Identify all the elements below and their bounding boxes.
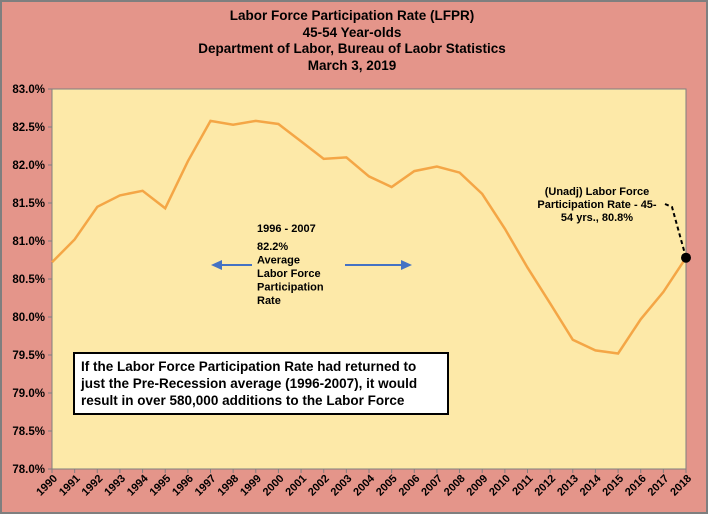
y-tick-label: 80.0% [12,312,45,324]
x-tick-label: 2015 [600,473,626,499]
x-axis: 1990199119921993199419951996199719981999… [34,469,694,498]
x-tick-label: 1998 [215,473,241,499]
y-tick-label: 78.0% [12,464,45,476]
average-label-line: Labor Force [257,268,321,280]
y-tick-label: 78.5% [12,426,45,438]
x-tick-label: 1995 [148,473,174,499]
note-box: If the Labor Force Participation Rate ha… [73,352,449,415]
x-tick-label: 2013 [555,473,581,499]
x-tick-label: 2004 [351,472,377,498]
x-tick-label: 1992 [80,473,106,499]
x-tick-label: 2018 [668,473,694,499]
y-tick-label: 81.0% [12,236,45,248]
x-tick-label: 2001 [283,473,309,499]
y-tick-label: 82.0% [12,160,45,172]
average-label-line: Average [257,255,300,267]
x-tick-label: 2011 [510,473,535,498]
endpoint-marker [681,252,691,263]
x-tick-label: 2017 [646,473,672,499]
x-tick-label: 2014 [578,472,604,498]
period-label: 1996 - 2007 [257,223,316,235]
right-arrow-head [401,260,412,270]
x-tick-label: 1990 [34,473,60,499]
endpoint-label-line: (Unadj) Labor Force [545,186,650,198]
x-tick-label: 2010 [487,473,513,499]
endpoint-label-line: Participation Rate - 45- [537,199,657,211]
x-tick-label: 2012 [532,473,558,499]
x-tick-label: 2002 [306,473,332,499]
endpoint-leader-line [664,203,687,258]
y-tick-label: 81.5% [12,198,45,210]
title-line-1: Labor Force Participation Rate (LFPR) [229,8,475,23]
y-tick-label: 82.5% [12,122,45,134]
x-tick-label: 2009 [465,473,491,499]
y-tick-label: 83.0% [12,84,45,96]
x-tick-label: 1991 [57,473,83,499]
x-tick-label: 2008 [442,473,468,499]
y-tick-label: 80.5% [12,274,45,286]
average-label-line: Participation [257,282,324,294]
y-axis: 78.0% 78.5% 79.0% 79.5% 80.0% 80.5% 81.0% 81.5%… [12,84,52,476]
x-tick-label: 2003 [329,473,355,499]
x-tick-label: 1993 [102,473,128,499]
x-tick-label: 2016 [623,473,649,499]
average-label-line: 82.2% [257,241,288,253]
title-line-4: March 3, 2019 [307,57,397,73]
x-tick-label: 1996 [170,473,196,499]
left-arrow-head [211,260,222,270]
y-tick-label: 79.0% [12,388,45,400]
lfpr-series-line [51,119,688,355]
x-tick-label: 2005 [374,473,400,499]
x-tick-label: 1994 [125,472,151,498]
x-tick-label: 2007 [419,473,445,499]
x-tick-label: 1997 [193,473,219,499]
y-tick-label: 79.5% [12,350,45,362]
chart-title: Labor Force Participation Rate (LFPR) 45… [0,8,704,74]
x-tick-label: 1999 [238,473,264,499]
title-line-2: 45-54 Year-olds [302,24,402,40]
x-tick-label: 2000 [261,473,287,499]
x-tick-label: 2006 [397,473,423,499]
title-line-3: Department of Labor, Bureau of Laobr Sta… [198,41,506,56]
average-label-line: Rate [257,295,281,307]
endpoint-label-line: 54 yrs., 80.8% [561,212,633,224]
